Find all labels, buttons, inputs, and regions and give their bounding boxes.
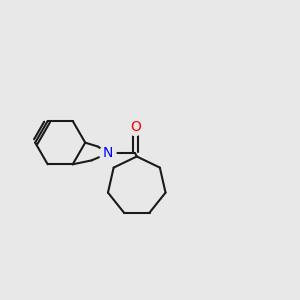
Circle shape — [100, 145, 116, 162]
Text: N: N — [103, 146, 113, 161]
Circle shape — [127, 119, 143, 135]
Text: O: O — [130, 120, 141, 134]
